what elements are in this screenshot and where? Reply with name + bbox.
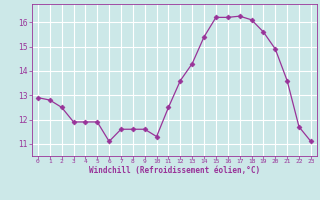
- X-axis label: Windchill (Refroidissement éolien,°C): Windchill (Refroidissement éolien,°C): [89, 166, 260, 175]
